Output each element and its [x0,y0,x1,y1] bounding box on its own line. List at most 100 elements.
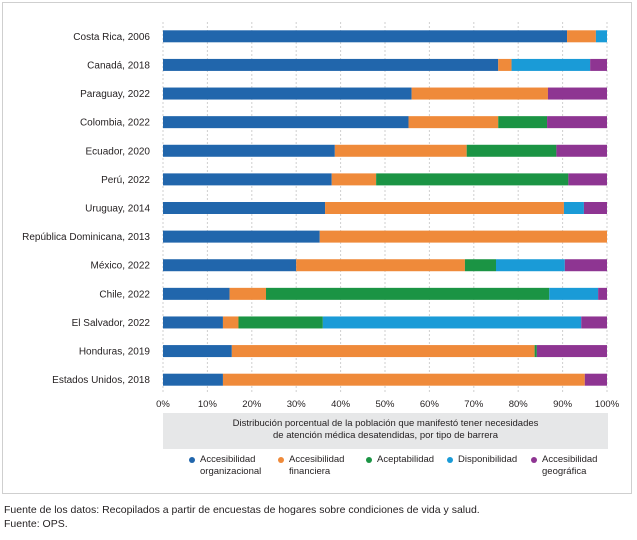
bar-segment [325,202,564,214]
stacked-bar-chart: Costa Rica, 2006 Canadá, 2018 Paraguay, 20… [22,22,620,410]
bar-segment [534,345,537,358]
data-source-note: Fuente de los datos: Recopilados a parti… [4,504,480,516]
bar-segment [163,287,230,300]
bar-segment [466,144,557,157]
category-label: Honduras, 2019 [79,347,151,358]
bar-segment [163,230,320,243]
bar-segment [163,58,499,71]
category-label: México, 2022 [91,261,151,272]
legend-marker-icon [447,457,453,463]
legend-marker-icon [366,457,372,463]
category-label: Costa Rica, 2006 [73,32,150,43]
x-tick-label: 40% [331,399,351,410]
bar-segment [296,259,465,272]
legend-label-line: Accesibilidad [289,454,345,465]
legend-label-line: Accesibilidad [200,454,256,465]
bar-segment [563,202,584,214]
bar-segment [163,116,409,129]
x-axis-title-line-1: Distribución porcentual de la población … [232,418,539,429]
bar-segment [334,144,467,157]
legend-label-line: organizacional [200,466,262,477]
x-tick-label: 70% [464,399,484,410]
bar-segment [163,173,332,186]
bar-segment [584,373,607,386]
category-label: Chile, 2022 [99,289,150,300]
legend-label: Accesibilidad organizacional [200,454,261,478]
x-tick-label: 30% [287,399,307,410]
x-tick-label: 80% [509,399,529,410]
x-tick-label: 50% [375,399,395,410]
legend-label: Aceptabilidad [377,454,434,466]
x-tick-label: 60% [420,399,440,410]
bar-segment [549,287,599,300]
bar-segment [408,116,499,129]
bar-segment [163,144,335,157]
x-axis-title-line-2: de atención médica desatendidas, por tip… [273,430,498,441]
x-tick-label: 0% [156,399,170,410]
bar-segment [266,287,550,300]
bar-segment [238,316,323,329]
legend-label-line: Accesibilidad [542,454,598,465]
bar-segment [511,58,591,71]
bar-segment [547,116,607,129]
category-label: Uruguay, 2014 [85,204,150,215]
bar-segment [496,259,565,272]
bar-segment [498,58,512,71]
bar-segment [319,230,607,243]
legend-label: Accesibilidad geográfica [542,454,597,478]
bar-segment [222,316,239,329]
bar-segment [567,30,596,43]
legend-label-line: financiera [289,466,331,477]
bar-segment [564,259,607,272]
bar-segment [568,173,607,186]
bar-segment [331,173,377,186]
bars [163,30,607,386]
bar-segment [556,144,607,157]
bar-segment [163,316,223,329]
category-label: Perú, 2022 [101,175,150,186]
bar-segment [464,259,496,272]
category-labels: Costa Rica, 2006 Canadá, 2018 Paraguay, 20… [22,32,150,386]
bar-segment [229,287,267,300]
category-label: República Dominicana, 2013 [22,232,150,243]
bar-segment [231,345,535,358]
category-label: Canadá, 2018 [87,60,150,71]
bar-segment [163,259,297,272]
bar-segment [163,202,326,214]
bar-segment [222,373,585,386]
category-label: Estados Unidos, 2018 [52,375,150,386]
x-axis-title: Distribución porcentual de la población … [163,413,608,449]
bar-segment [581,316,607,329]
bar-segment [547,87,607,100]
legend-label-line: Aceptabilidad [377,454,435,465]
legend-label-line: Disponibilidad [458,454,518,465]
chart-frame [2,2,632,494]
legend-marker-icon [278,457,284,463]
bar-segment [322,316,582,329]
x-tick-label: 100% [595,399,620,410]
legend-marker-icon [531,457,537,463]
category-label: Ecuador, 2020 [86,146,151,157]
legend-label: Accesibilidad financiera [289,454,344,478]
bar-segment [163,87,412,100]
category-label: El Salvador, 2022 [72,318,151,329]
legend-label: Disponibilidad [458,454,517,466]
x-tick-label: 20% [242,399,262,410]
bar-segment [590,58,607,71]
legend-marker-icon [189,457,195,463]
source-note: Fuente: OPS. [4,517,68,530]
x-tick-label: 90% [553,399,573,410]
x-tick-labels: 0% 10% 20% 30% 40% 50% 60% 70% 80% 90% 100% [156,399,620,410]
bar-segment [498,116,548,129]
legend-label-line: geográfica [542,466,587,477]
bar-segment [163,345,232,358]
legend: Accesibilidad organizacional Accesibilidad… [189,454,619,484]
bar-segment [598,287,607,300]
bar-segment [376,173,569,186]
category-label: Colombia, 2022 [80,118,150,129]
bar-segment [163,30,568,43]
source-notes: Fuente de los datos: Recopilados a parti… [4,504,480,531]
bar-segment [163,373,223,386]
category-label: Paraguay, 2022 [80,89,150,100]
bar-segment [583,202,607,214]
